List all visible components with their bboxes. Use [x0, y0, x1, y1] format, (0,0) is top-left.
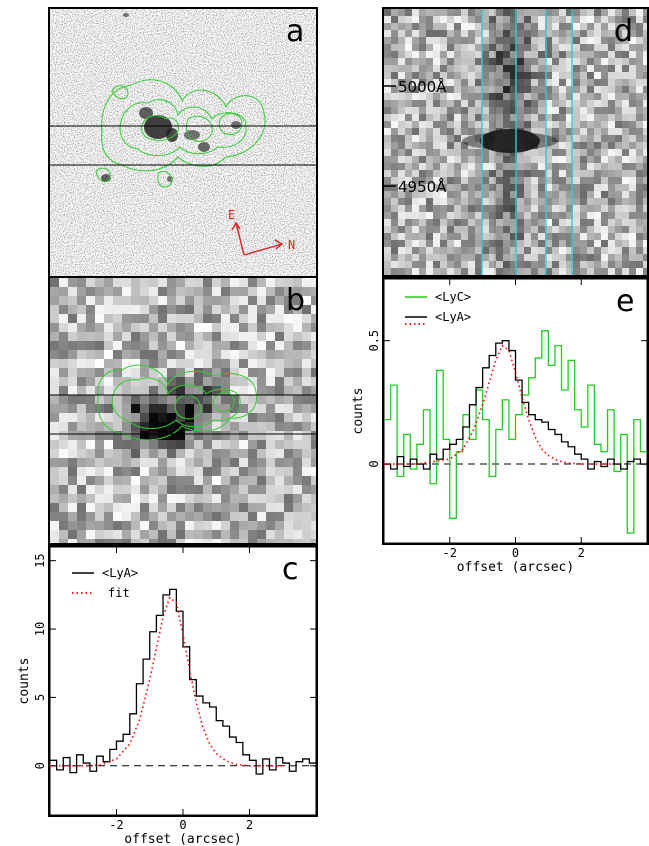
panel-d-spectrum: 5000Å 4950Å d [382, 7, 649, 277]
y-tick-label: 10 [33, 622, 47, 636]
x-tick-label: 2 [246, 818, 253, 832]
x-tick-label: -2 [443, 546, 457, 560]
x-axis-title: offset (arcsec) [124, 832, 241, 846]
wavelength-label-4950: 4950Å [398, 177, 447, 196]
y-tick-label: 5 [33, 694, 47, 701]
panel-d-svg: 5000Å 4950Å [384, 9, 647, 275]
series-0-line [384, 330, 647, 534]
x-axis-title: offset (arcsec) [457, 560, 574, 575]
compass [231, 221, 284, 256]
y-axis-title: counts [17, 658, 32, 705]
x-tick-label: 0 [512, 546, 519, 560]
y-tick-label: 0 [33, 762, 47, 769]
panel-a-label: a [286, 14, 305, 49]
aperture-lines [481, 9, 573, 275]
series-1-line [384, 340, 647, 470]
series-2-line [384, 344, 615, 465]
compass-north-label: N [288, 238, 295, 252]
compass-east-label: E [228, 208, 235, 222]
contours [95, 79, 266, 188]
series-0-line [50, 588, 316, 775]
sky-noise [50, 9, 316, 276]
panel-b-label: b [286, 283, 306, 318]
x-tick-label: 2 [578, 546, 585, 560]
panel-e-plot: e [382, 277, 649, 545]
legend-label-1: <LyA> [435, 310, 471, 324]
legend-label-0: <LyA> [102, 566, 138, 580]
panel-a-image: E N a [48, 7, 318, 278]
series-1-line [50, 596, 283, 767]
panel-d-label: d [614, 14, 634, 49]
contours [97, 364, 258, 441]
x-tick-label: -2 [109, 818, 123, 832]
y-tick-label: 15 [33, 553, 47, 567]
continuum-trace [494, 9, 524, 275]
panel-a-svg: E N [50, 9, 316, 276]
pixel-grid [50, 278, 316, 543]
legend-label-1: fit [108, 586, 130, 600]
panel-b-svg [50, 278, 316, 543]
panel-c-label: c [282, 552, 299, 587]
y-tick-label: 0.5 [367, 330, 381, 352]
panel-e-label: e [616, 284, 635, 319]
panel-b-image: b [48, 276, 318, 545]
legend-label-0: <LyC> [435, 290, 471, 304]
x-tick-label: 0 [179, 818, 186, 832]
y-tick-label: 0 [367, 460, 381, 467]
y-axis-title: counts [351, 388, 366, 435]
wavelength-label-5000: 5000Å [398, 77, 447, 96]
